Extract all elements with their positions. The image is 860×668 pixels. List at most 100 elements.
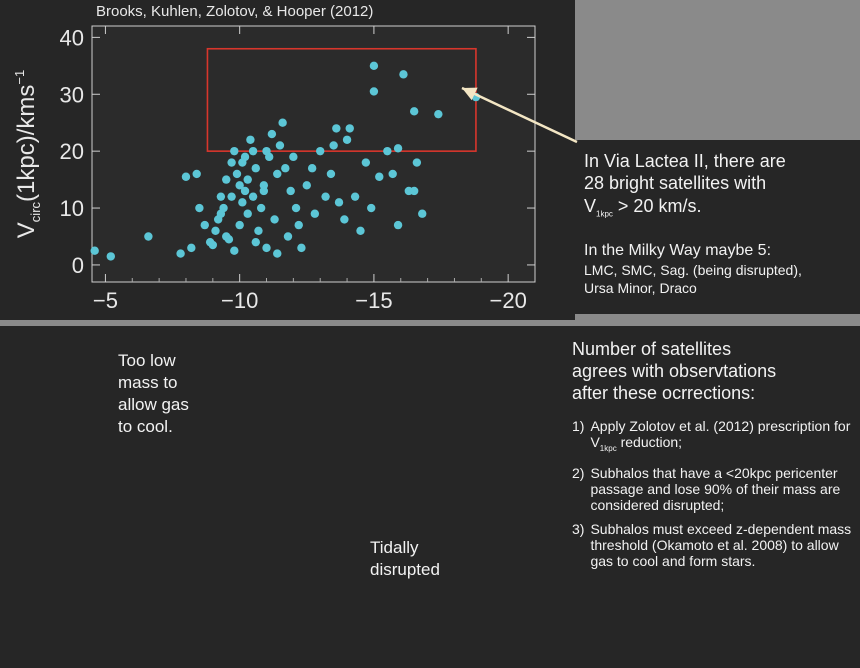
top-callout: In Via Lactea II, there are 28 bright sa… <box>584 150 854 297</box>
top-data-point <box>434 109 443 119</box>
top-data-point <box>388 169 397 179</box>
top-data-point <box>230 146 239 156</box>
top-data-point <box>270 215 279 224</box>
top-data-point <box>281 164 290 173</box>
top-data-point <box>283 232 293 241</box>
bottom-callout-line3: after these ocrrections: <box>572 383 756 403</box>
top-data-point <box>289 152 298 162</box>
top-data-point <box>238 198 247 207</box>
top-data-point <box>222 175 231 184</box>
top-data-point <box>262 243 271 253</box>
top-data-point <box>251 237 260 247</box>
top-data-point <box>367 203 376 213</box>
top-data-point <box>273 249 282 258</box>
top-data-point <box>248 192 258 201</box>
top-data-point <box>227 192 236 201</box>
top-data-point <box>316 146 325 156</box>
bottom-callout-line2: agrees with observtations <box>572 361 777 381</box>
top-data-point <box>393 144 403 153</box>
top-data-point <box>356 226 365 235</box>
top-callout-line5: LMC, SMC, Sag. (being disrupted), <box>584 261 802 278</box>
top-x-tick-label: −15 <box>355 288 392 313</box>
top-data-point <box>230 246 239 255</box>
top-y-tick-label: 20 <box>60 139 84 164</box>
top-data-point <box>409 107 419 116</box>
top-callout-line6: Ursa Minor, Draco <box>584 279 697 296</box>
top-data-point <box>176 249 185 258</box>
top-data-point <box>144 232 153 241</box>
top-data-point <box>275 141 285 150</box>
top-data-point <box>200 220 209 230</box>
top-callout-line2: 28 bright satellites with <box>584 173 767 193</box>
top-data-point <box>399 70 408 79</box>
top-data-point <box>307 164 317 173</box>
top-y-tick-label: 40 <box>60 25 84 50</box>
top-data-point <box>267 129 277 139</box>
top-data-point <box>235 220 244 230</box>
top-data-point <box>369 87 379 96</box>
citation: Brooks, Kuhlen, Zolotov, & Hooper (2012) <box>96 3 374 20</box>
top-data-point <box>369 61 379 71</box>
top-data-point <box>224 235 234 244</box>
corrections-item: 3) Subhalos must exceed z-dependent mass… <box>572 520 852 569</box>
top-x-tick-label: −5 <box>93 288 118 313</box>
top-data-point <box>310 209 320 218</box>
top-plot-frame <box>91 25 536 283</box>
top-data-point <box>248 146 258 156</box>
top-data-point <box>329 141 338 150</box>
top-data-point <box>409 186 419 196</box>
top-y-axis-label: Vcirc(1kpc)/kms−1 <box>12 70 43 238</box>
top-callout-arrow-head <box>462 87 478 101</box>
bottom-callout: Number of satellites agrees with observt… <box>572 338 854 577</box>
annotation-tidal: Tidally disrupted <box>370 538 440 579</box>
top-data-point <box>187 243 196 253</box>
corrections-list: 1) Apply Zolotov et al. (2012) prescript… <box>572 418 854 569</box>
top-data-point <box>418 209 427 218</box>
top-callout-line1: In Via Lactea II, there are <box>584 151 786 171</box>
top-y-tick-label: 10 <box>60 196 84 221</box>
top-data-point <box>265 152 274 162</box>
top-data-point <box>412 158 422 167</box>
top-data-point <box>294 220 303 230</box>
top-data-point <box>302 181 311 190</box>
top-data-point <box>340 215 349 224</box>
top-data-point <box>286 186 295 196</box>
top-x-tick-label: −10 <box>221 288 258 313</box>
top-data-point <box>195 203 204 213</box>
top-data-point <box>240 152 250 162</box>
top-data-point <box>259 186 269 196</box>
top-data-point <box>345 124 354 133</box>
corrections-item: 2) Subhalos that have a <20kpc pericente… <box>572 464 841 513</box>
top-data-point <box>251 164 260 173</box>
bottom-panel <box>0 326 860 668</box>
top-data-point <box>273 169 282 179</box>
top-data-point <box>342 135 352 144</box>
top-callout-line3: V1kpc > 20 km/s. <box>584 196 702 219</box>
top-data-point <box>291 203 301 213</box>
top-data-point <box>375 172 384 181</box>
top-callout-arrow <box>461 86 578 144</box>
top-data-point <box>278 118 287 127</box>
top-data-point <box>243 175 252 184</box>
top-data-point <box>334 198 344 207</box>
top-data-point <box>393 220 403 230</box>
top-data-point <box>216 192 226 201</box>
top-data-point <box>361 158 371 167</box>
top-data-point <box>216 209 226 218</box>
top-x-tick-label: −20 <box>489 288 526 313</box>
top-data-point <box>350 192 360 201</box>
top-data-point <box>246 135 255 144</box>
top-data-point <box>235 181 244 190</box>
top-data-point <box>254 226 263 235</box>
top-data-point <box>243 209 252 218</box>
top-data-point <box>240 186 250 196</box>
top-data-point <box>208 240 218 250</box>
top-data-point <box>297 243 306 253</box>
top-data-point <box>106 252 115 261</box>
top-data-point <box>321 192 330 201</box>
top-data-point <box>332 124 341 133</box>
top-data-point <box>383 146 392 156</box>
bottom-callout-line1: Number of satellites <box>572 339 732 359</box>
top-data-point <box>326 169 336 179</box>
annotation-low-mass: Too low mass to allow gas to cool. <box>118 351 189 436</box>
